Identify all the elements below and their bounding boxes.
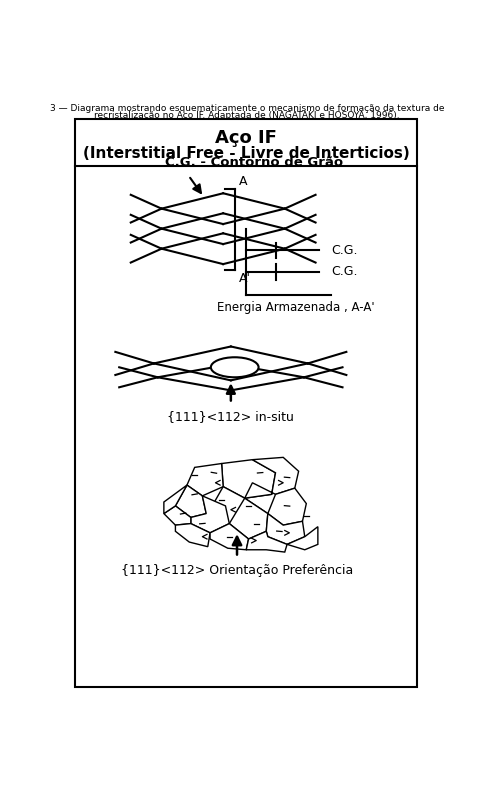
Text: {111}<112> in-situ: {111}<112> in-situ bbox=[167, 410, 295, 423]
Text: Aço IF: Aço IF bbox=[215, 129, 277, 147]
Polygon shape bbox=[210, 524, 249, 549]
Polygon shape bbox=[268, 488, 307, 525]
Text: Energia Armazenada , A-A': Energia Armazenada , A-A' bbox=[217, 301, 375, 314]
Polygon shape bbox=[164, 506, 191, 525]
Polygon shape bbox=[175, 524, 210, 547]
Text: 3 — Diagrama mostrando esquematicamente o mecanismo de formação da textura de: 3 — Diagrama mostrando esquematicamente … bbox=[50, 104, 444, 113]
Polygon shape bbox=[175, 485, 206, 517]
Text: (Interstitial Free - Livre de Interticios): (Interstitial Free - Livre de Interticio… bbox=[83, 146, 410, 160]
Text: A: A bbox=[239, 175, 247, 188]
Polygon shape bbox=[245, 457, 299, 498]
Text: A': A' bbox=[239, 272, 251, 285]
Polygon shape bbox=[222, 460, 276, 498]
Polygon shape bbox=[187, 464, 223, 496]
Polygon shape bbox=[229, 498, 268, 539]
Polygon shape bbox=[287, 527, 318, 549]
Polygon shape bbox=[191, 496, 229, 533]
Text: C.G.: C.G. bbox=[331, 265, 358, 278]
Text: recristalização no Aço IF. Adaptada de (NAGATAKI e HOSOYA, 1996).: recristalização no Aço IF. Adaptada de (… bbox=[94, 111, 400, 119]
Ellipse shape bbox=[211, 357, 258, 377]
Polygon shape bbox=[164, 485, 187, 513]
Text: {111}<112> Orientação Preferência: {111}<112> Orientação Preferência bbox=[121, 564, 353, 577]
Polygon shape bbox=[266, 513, 305, 545]
Text: C.G.: C.G. bbox=[331, 244, 358, 257]
Text: C.G. - Contorno de Grão: C.G. - Contorno de Grão bbox=[165, 156, 344, 169]
Polygon shape bbox=[210, 487, 268, 525]
Polygon shape bbox=[246, 531, 287, 552]
